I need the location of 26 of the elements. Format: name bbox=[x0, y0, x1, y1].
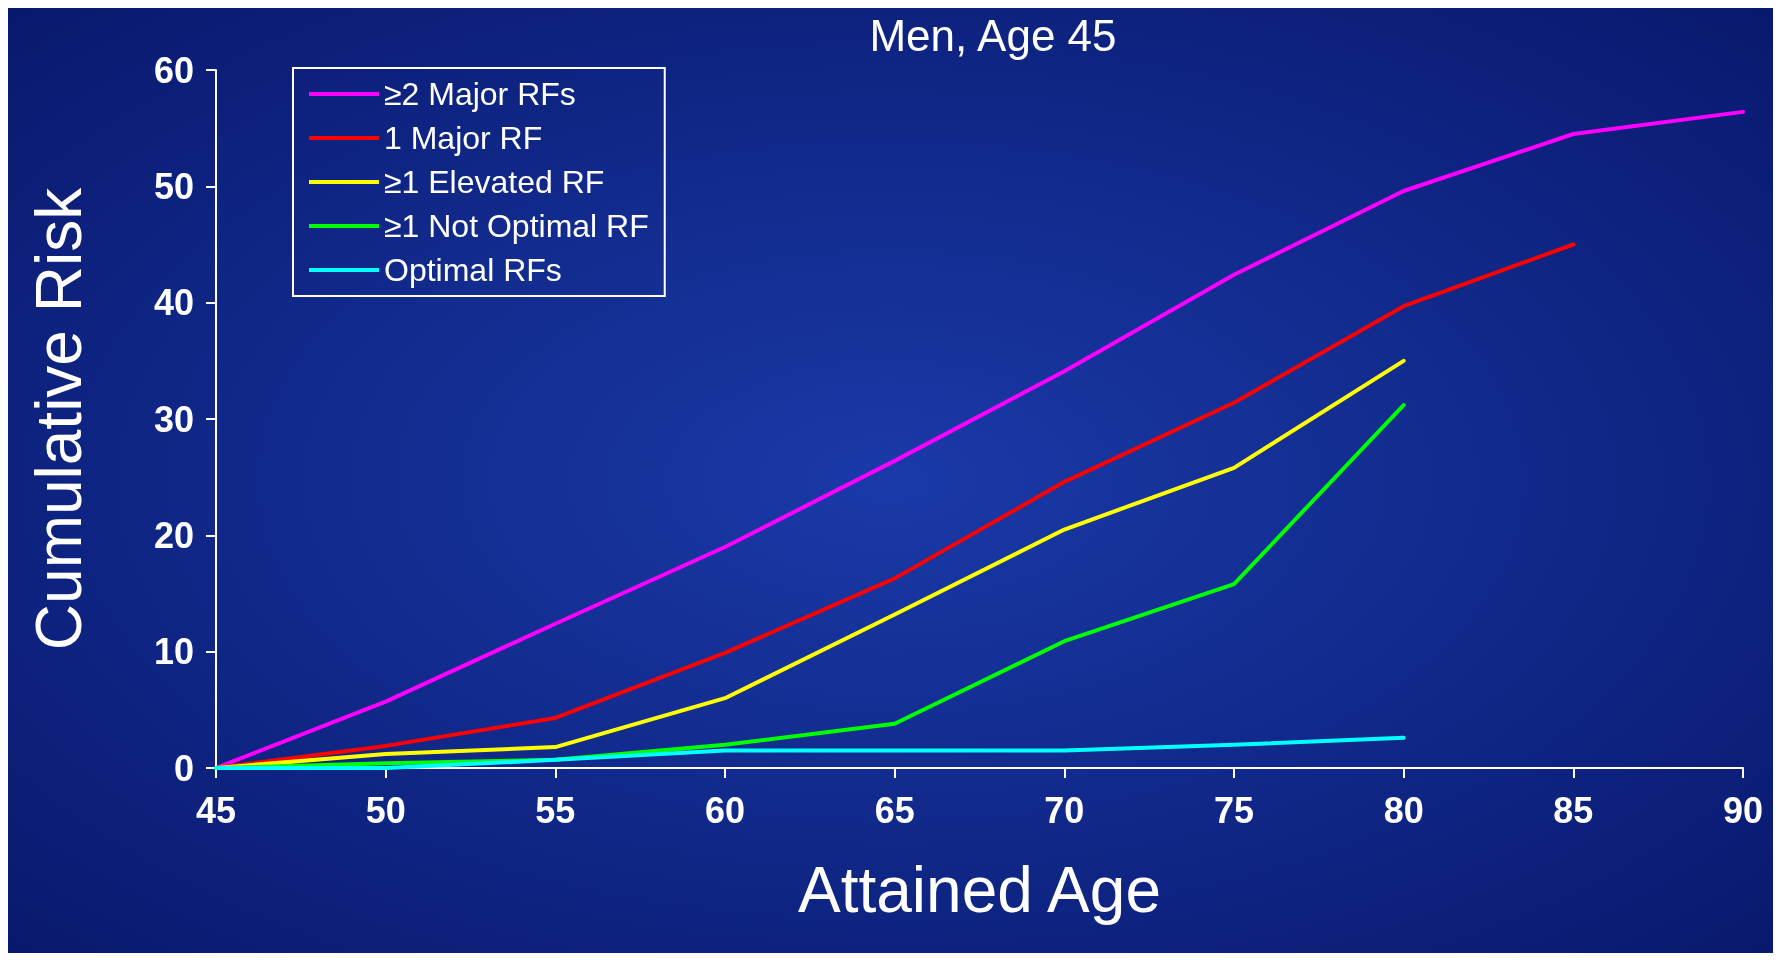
y-tick-label: 60 bbox=[153, 49, 194, 91]
y-tick-label: 0 bbox=[173, 747, 194, 789]
legend-label: ≥2 Major RFs bbox=[384, 76, 576, 112]
legend-label: 1 Major RF bbox=[384, 120, 543, 156]
legend-label: ≥1 Elevated RF bbox=[384, 164, 605, 200]
x-tick-label: 55 bbox=[535, 789, 576, 831]
x-tick-label: 90 bbox=[1722, 789, 1764, 831]
x-tick-label: 65 bbox=[874, 789, 915, 831]
x-tick-label: 50 bbox=[365, 789, 406, 831]
x-tick-label: 85 bbox=[1553, 789, 1594, 831]
y-tick-label: 40 bbox=[153, 282, 194, 324]
legend-label: ≥1 Not Optimal RF bbox=[384, 208, 649, 244]
chart-title: Men, Age 45 bbox=[869, 10, 1117, 60]
line-series bbox=[214, 735, 1406, 770]
x-tick-label: 70 bbox=[1044, 789, 1085, 831]
y-tick-label: 50 bbox=[153, 165, 194, 207]
x-tick-label: 80 bbox=[1383, 789, 1424, 831]
y-axis-title: Cumulative Risk bbox=[23, 186, 95, 651]
x-tick-label: 60 bbox=[704, 789, 746, 831]
y-tick-label: 20 bbox=[153, 514, 194, 556]
x-tick-label: 45 bbox=[195, 789, 237, 831]
y-tick-label: 30 bbox=[153, 398, 194, 440]
x-tick-label: 75 bbox=[1213, 789, 1255, 831]
x-axis-title: Attained Age bbox=[798, 854, 1161, 926]
legend-label: Optimal RFs bbox=[384, 252, 562, 288]
y-tick-label: 10 bbox=[153, 631, 194, 673]
